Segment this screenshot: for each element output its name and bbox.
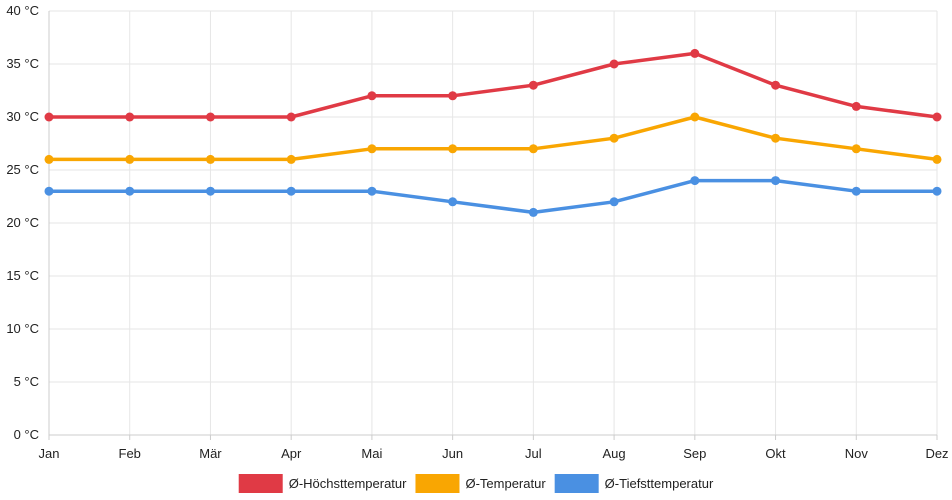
legend-label: Ø-Höchsttemperatur — [289, 476, 407, 491]
y-tick-label: 10 °C — [6, 321, 39, 336]
y-tick-label: 20 °C — [6, 215, 39, 230]
data-point[interactable] — [125, 112, 135, 122]
series-line — [47, 178, 939, 215]
legend-item[interactable]: Ø-Höchsttemperatur — [238, 474, 407, 493]
legend-item[interactable]: Ø-Temperatur — [415, 474, 546, 493]
data-point[interactable] — [609, 59, 619, 69]
data-point[interactable] — [690, 112, 700, 122]
data-point[interactable] — [44, 112, 54, 122]
legend-item[interactable]: Ø-Tiefsttemperatur — [554, 474, 714, 493]
data-point[interactable] — [609, 197, 619, 207]
data-point[interactable] — [125, 186, 135, 196]
data-point[interactable] — [448, 144, 458, 154]
legend-swatch — [415, 474, 460, 493]
data-point[interactable] — [448, 91, 458, 101]
legend-label: Ø-Tiefsttemperatur — [605, 476, 714, 491]
data-point[interactable] — [932, 186, 942, 196]
y-tick-label: 0 °C — [14, 427, 39, 442]
data-point[interactable] — [286, 112, 296, 122]
x-tick-label: Jun — [442, 446, 463, 461]
x-tick-label: Sep — [683, 446, 706, 461]
x-tick-label: Nov — [845, 446, 869, 461]
x-tick-label: Feb — [119, 446, 141, 461]
data-point[interactable] — [690, 176, 700, 186]
data-point[interactable] — [771, 176, 781, 186]
data-point[interactable] — [125, 154, 135, 164]
y-tick-label: 35 °C — [6, 56, 39, 71]
y-tick-label: 25 °C — [6, 162, 39, 177]
data-point[interactable] — [367, 144, 377, 154]
data-point[interactable] — [528, 207, 538, 217]
data-point[interactable] — [286, 154, 296, 164]
legend-label: Ø-Temperatur — [465, 476, 546, 491]
series-1 — [44, 48, 942, 122]
series-2 — [44, 112, 942, 164]
data-point[interactable] — [367, 186, 377, 196]
series-layer — [44, 48, 942, 217]
x-tick-label: Mär — [199, 446, 222, 461]
data-point[interactable] — [609, 133, 619, 143]
x-tick-label: Dez — [925, 446, 948, 461]
data-point[interactable] — [44, 186, 54, 196]
data-point[interactable] — [771, 133, 781, 143]
data-point[interactable] — [851, 186, 861, 196]
data-point[interactable] — [205, 112, 215, 122]
data-point[interactable] — [205, 186, 215, 196]
axis-layer: 0 °C 5 °C 10 °C 15 °C 20 °C 25 °C 30 °C 35 °C 40… — [6, 3, 948, 461]
data-point[interactable] — [205, 154, 215, 164]
legend-swatch — [554, 474, 599, 493]
data-point[interactable] — [690, 48, 700, 58]
data-point[interactable] — [851, 144, 861, 154]
data-point[interactable] — [367, 91, 377, 101]
legend-swatch — [238, 474, 283, 493]
data-point[interactable] — [771, 80, 781, 90]
y-tick-label: 30 °C — [6, 109, 39, 124]
x-tick-label: Aug — [603, 446, 626, 461]
data-point[interactable] — [528, 144, 538, 154]
data-point[interactable] — [528, 80, 538, 90]
grid-layer — [48, 10, 938, 436]
y-tick-label: 15 °C — [6, 268, 39, 283]
x-tick-label: Jul — [525, 446, 542, 461]
data-point[interactable] — [932, 112, 942, 122]
x-tick-label: Okt — [765, 446, 786, 461]
x-tick-label: Apr — [281, 446, 302, 461]
data-point[interactable] — [448, 197, 458, 207]
x-tick-label: Mai — [361, 446, 382, 461]
data-point[interactable] — [286, 186, 296, 196]
series-3 — [44, 176, 942, 217]
legend[interactable]: Ø-Höchsttemperatur Ø-Temperatur Ø-Tiefstte… — [238, 474, 714, 493]
y-tick-label: 5 °C — [14, 374, 39, 389]
x-tick-label: Jan — [39, 446, 60, 461]
data-point[interactable] — [932, 154, 942, 164]
data-point[interactable] — [44, 154, 54, 164]
series-line — [47, 115, 939, 162]
y-tick-label: 40 °C — [6, 3, 39, 18]
series-line — [47, 51, 939, 119]
data-point[interactable] — [851, 101, 861, 111]
